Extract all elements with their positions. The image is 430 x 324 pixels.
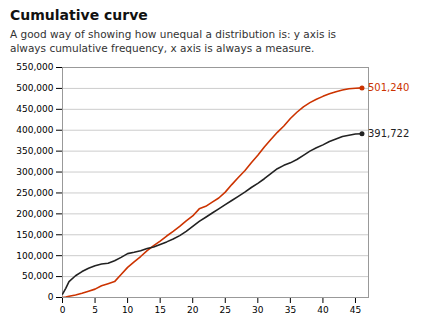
svg-text:35: 35: [285, 305, 296, 315]
svg-text:300,000: 300,000: [16, 167, 53, 177]
svg-text:10: 10: [122, 305, 134, 315]
svg-text:501,240: 501,240: [368, 82, 409, 93]
svg-text:5: 5: [92, 305, 98, 315]
html-text:Cumulative curve: Cumulative curve: [10, 7, 148, 23]
svg-text:500,000: 500,000: [16, 83, 53, 93]
svg-text:50,000: 50,000: [22, 271, 54, 281]
svg-text:25: 25: [220, 305, 231, 315]
svg-text:150,000: 150,000: [16, 230, 53, 240]
svg-text:350,000: 350,000: [16, 146, 53, 156]
html-text:A good way of showing how uneq: A good way of showing how unequal a dist…: [10, 28, 337, 54]
svg-text:45: 45: [350, 305, 361, 315]
svg-text:30: 30: [252, 305, 264, 315]
svg-text:40: 40: [317, 305, 329, 315]
svg-text:100,000: 100,000: [16, 251, 53, 261]
svg-text:0: 0: [60, 305, 66, 315]
svg-text:0: 0: [48, 292, 54, 302]
svg-text:391,722: 391,722: [368, 128, 409, 139]
svg-text:15: 15: [154, 305, 165, 315]
svg-text:250,000: 250,000: [16, 188, 53, 198]
svg-text:400,000: 400,000: [16, 125, 53, 135]
svg-text:550,000: 550,000: [16, 62, 53, 72]
svg-text:200,000: 200,000: [16, 209, 53, 219]
svg-text:450,000: 450,000: [16, 104, 53, 114]
svg-text:20: 20: [187, 305, 199, 315]
